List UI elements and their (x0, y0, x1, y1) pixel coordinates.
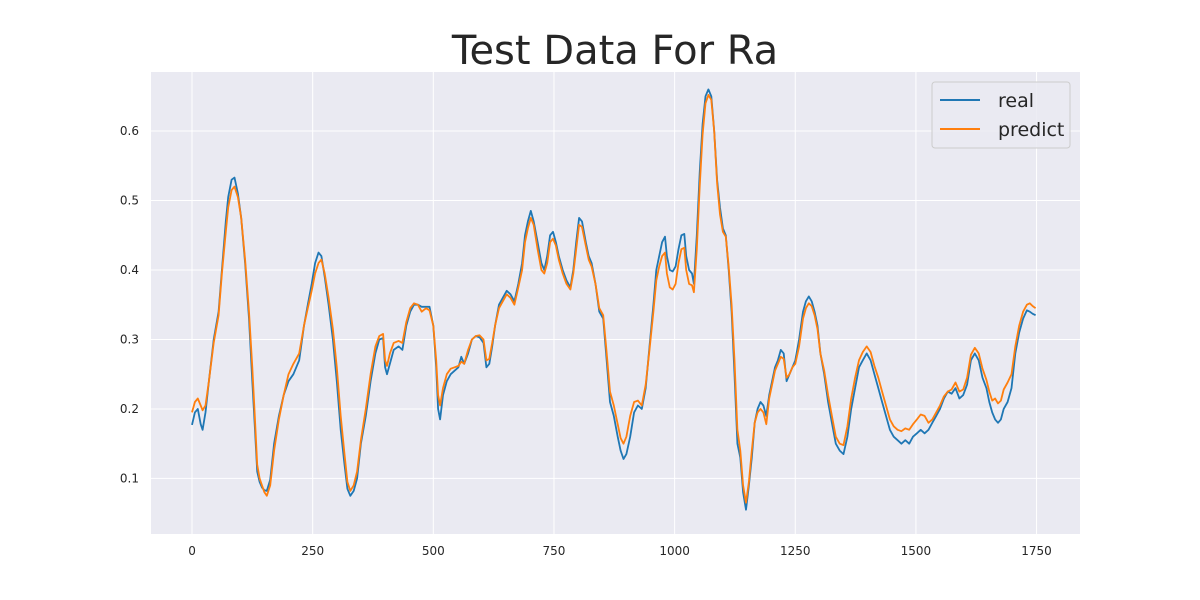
chart-title: Test Data For Ra (451, 28, 778, 74)
y-tick-label: 0.5 (120, 194, 139, 208)
x-tick-label: 750 (543, 544, 566, 558)
legend-label-predict: predict (998, 119, 1064, 141)
x-tick-label: 250 (301, 544, 324, 558)
x-tick-label: 1250 (780, 544, 811, 558)
grid (151, 72, 1080, 534)
x-tick-label: 0 (188, 544, 196, 558)
x-tick-label: 1750 (1021, 544, 1052, 558)
legend-label-real: real (998, 90, 1034, 112)
legend: real predict (931, 81, 1071, 149)
tick-labels: 0 250 500 750 1000 1250 1500 1750 0.1 0.2 0.3 0.4 0.… (120, 124, 1052, 558)
x-tick-label: 1000 (659, 544, 690, 558)
series-line-predict (191, 94, 1037, 504)
legend-box (931, 81, 1071, 149)
y-tick-label: 0.6 (120, 124, 139, 138)
plot-area (151, 72, 1080, 534)
y-tick-label: 0.4 (120, 263, 139, 277)
y-tick-label: 0.3 (120, 332, 139, 346)
y-tick-label: 0.2 (120, 402, 139, 416)
y-tick-label: 0.1 (120, 471, 139, 485)
x-tick-label: 1500 (901, 544, 932, 558)
x-tick-label: 500 (422, 544, 445, 558)
series-lines (191, 88, 1037, 511)
series-line-real (191, 88, 1036, 511)
